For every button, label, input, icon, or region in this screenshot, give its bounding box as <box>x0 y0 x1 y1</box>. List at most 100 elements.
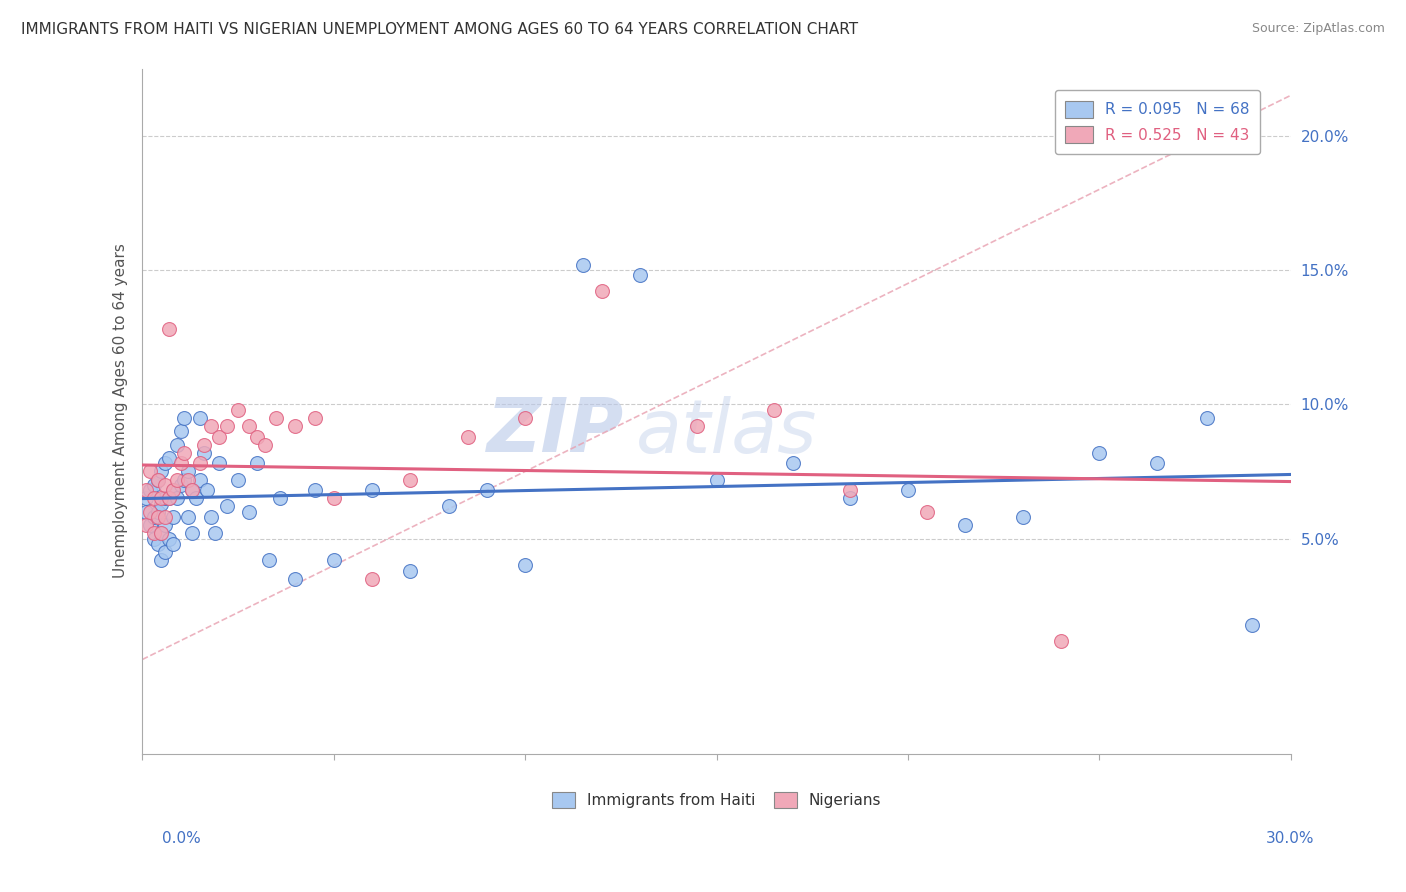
Point <box>142 491 165 506</box>
Point <box>173 445 195 459</box>
Point <box>513 410 536 425</box>
Point <box>177 510 200 524</box>
Text: IMMIGRANTS FROM HAITI VS NIGERIAN UNEMPLOYMENT AMONG AGES 60 TO 64 YEARS CORRELA: IMMIGRANTS FROM HAITI VS NIGERIAN UNEMPL… <box>21 22 858 37</box>
Point <box>437 500 460 514</box>
Point <box>157 491 180 506</box>
Point <box>139 518 162 533</box>
Point <box>157 491 180 506</box>
Point <box>238 505 260 519</box>
Point <box>155 518 177 533</box>
Point <box>284 418 307 433</box>
Point <box>208 429 231 443</box>
Point <box>686 418 709 433</box>
Point <box>1011 510 1033 524</box>
Point <box>322 553 344 567</box>
Point <box>177 465 200 479</box>
Point <box>150 526 173 541</box>
Point <box>475 483 498 498</box>
Point <box>955 518 977 533</box>
Point <box>139 505 162 519</box>
Point <box>169 457 191 471</box>
Point <box>166 473 188 487</box>
Point <box>269 491 291 506</box>
Point <box>897 483 920 498</box>
Point <box>142 526 165 541</box>
Point <box>246 429 269 443</box>
Point <box>150 497 173 511</box>
Point <box>157 450 180 465</box>
Point <box>157 322 180 336</box>
Point <box>266 410 288 425</box>
Point <box>399 473 422 487</box>
Point <box>457 429 479 443</box>
Point <box>253 437 276 451</box>
Point <box>204 526 226 541</box>
Point <box>246 457 269 471</box>
Point <box>181 526 204 541</box>
Point <box>184 491 207 506</box>
Point <box>197 483 219 498</box>
Point <box>181 483 204 498</box>
Point <box>162 483 184 498</box>
Point <box>1088 445 1111 459</box>
Point <box>188 457 211 471</box>
Point <box>166 437 188 451</box>
Point <box>166 491 188 506</box>
Point <box>177 473 200 487</box>
Point <box>146 537 169 551</box>
Point <box>571 258 593 272</box>
Point <box>915 505 938 519</box>
Point <box>193 445 215 459</box>
Point <box>208 457 231 471</box>
Point <box>155 545 177 559</box>
Point <box>150 553 173 567</box>
Point <box>142 510 165 524</box>
Point <box>1195 410 1218 425</box>
Point <box>304 410 326 425</box>
Text: ZIP: ZIP <box>488 395 624 468</box>
Point <box>155 457 177 471</box>
Point <box>304 483 326 498</box>
Point <box>1146 457 1168 471</box>
Point <box>188 473 211 487</box>
Point <box>150 491 173 506</box>
Point <box>162 483 184 498</box>
Point <box>135 518 157 533</box>
Point <box>155 510 177 524</box>
Point <box>139 465 162 479</box>
Point <box>146 473 169 487</box>
Legend: Immigrants from Haiti, Nigerians: Immigrants from Haiti, Nigerians <box>546 786 887 814</box>
Point <box>513 558 536 573</box>
Point <box>173 410 195 425</box>
Point <box>200 510 222 524</box>
Point <box>706 473 728 487</box>
Point <box>169 424 191 438</box>
Point <box>169 478 191 492</box>
Point <box>238 418 260 433</box>
Point <box>150 465 173 479</box>
Y-axis label: Unemployment Among Ages 60 to 64 years: Unemployment Among Ages 60 to 64 years <box>114 244 128 578</box>
Point <box>181 483 204 498</box>
Point <box>135 491 157 506</box>
Point <box>150 526 173 541</box>
Point <box>257 553 280 567</box>
Point <box>591 285 613 299</box>
Point <box>226 402 249 417</box>
Point <box>628 268 651 283</box>
Point <box>135 505 157 519</box>
Point <box>361 483 384 498</box>
Point <box>146 473 169 487</box>
Point <box>146 505 169 519</box>
Point <box>322 491 344 506</box>
Point <box>215 418 238 433</box>
Point <box>839 483 862 498</box>
Point <box>135 483 157 498</box>
Point <box>155 491 177 506</box>
Text: 0.0%: 0.0% <box>162 831 201 846</box>
Point <box>146 510 169 524</box>
Point <box>762 402 785 417</box>
Point <box>173 473 195 487</box>
Text: 30.0%: 30.0% <box>1267 831 1315 846</box>
Point <box>200 418 222 433</box>
Point <box>839 491 862 506</box>
